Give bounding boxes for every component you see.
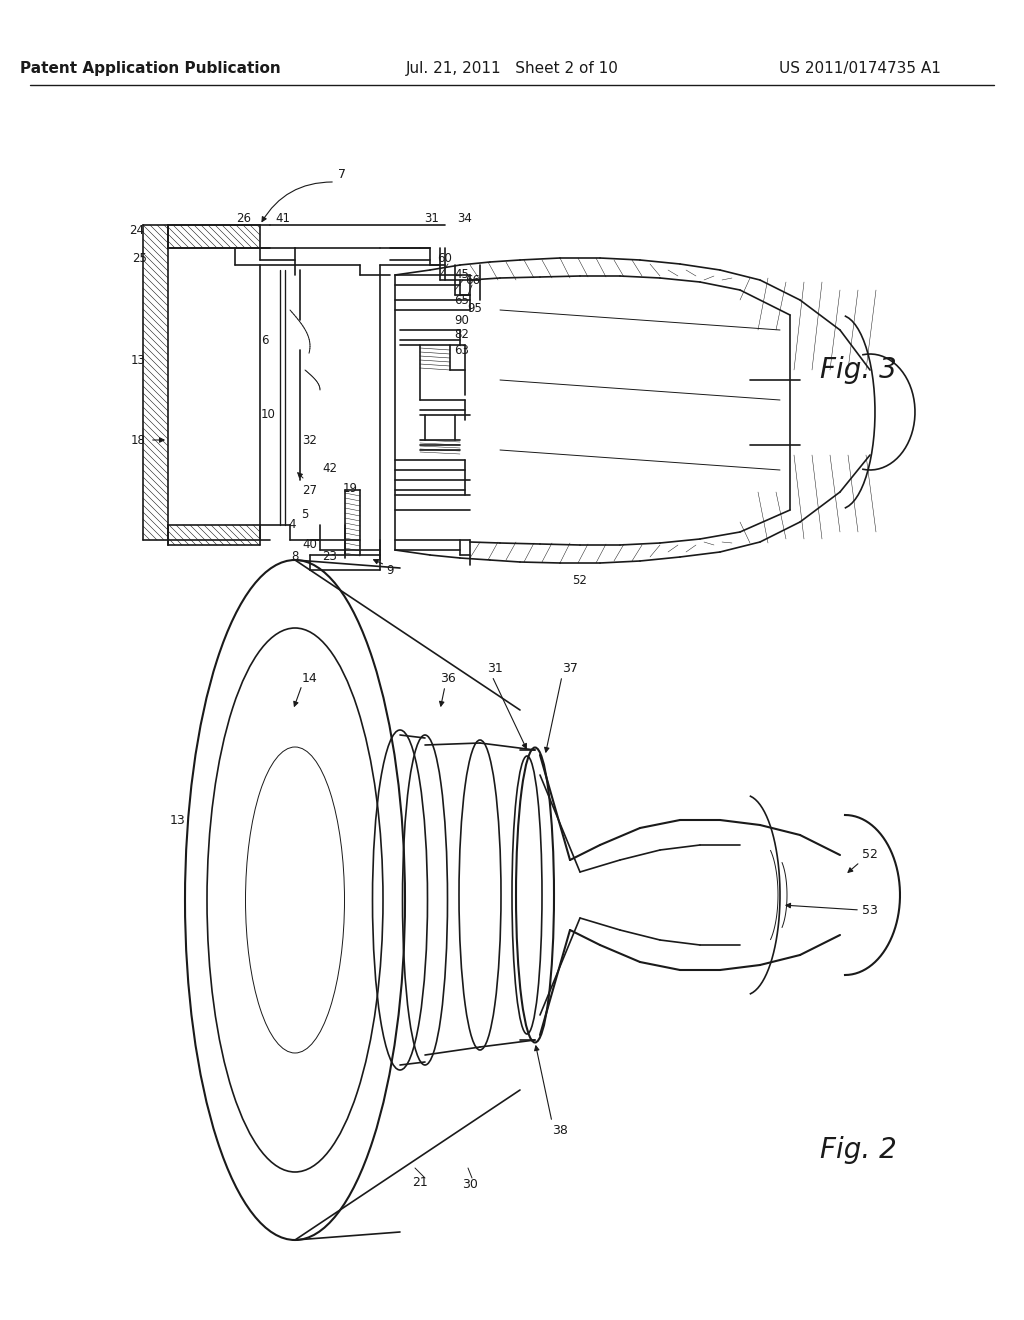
Text: Jul. 21, 2011   Sheet 2 of 10: Jul. 21, 2011 Sheet 2 of 10 bbox=[406, 61, 618, 75]
Text: 23: 23 bbox=[323, 550, 338, 564]
Text: 26: 26 bbox=[237, 211, 252, 224]
Text: 19: 19 bbox=[342, 482, 357, 495]
Text: 95: 95 bbox=[468, 301, 482, 314]
Text: 10: 10 bbox=[260, 408, 275, 421]
Text: 18: 18 bbox=[131, 433, 145, 446]
Text: 5: 5 bbox=[301, 508, 308, 521]
Text: 34: 34 bbox=[458, 211, 472, 224]
Text: 25: 25 bbox=[132, 252, 147, 264]
Text: 38: 38 bbox=[552, 1123, 568, 1137]
Text: 27: 27 bbox=[302, 483, 317, 496]
Text: 90: 90 bbox=[455, 314, 469, 326]
Text: 42: 42 bbox=[323, 462, 338, 474]
Text: 21: 21 bbox=[412, 1176, 428, 1188]
Text: 82: 82 bbox=[455, 329, 469, 342]
Text: 53: 53 bbox=[862, 903, 878, 916]
Text: 52: 52 bbox=[862, 849, 878, 862]
Text: 7: 7 bbox=[338, 169, 346, 181]
Text: 45: 45 bbox=[455, 268, 469, 281]
Text: 60: 60 bbox=[437, 252, 453, 264]
Text: 4: 4 bbox=[288, 519, 296, 532]
Text: 24: 24 bbox=[129, 223, 144, 236]
Text: 36: 36 bbox=[440, 672, 456, 685]
Text: 66: 66 bbox=[466, 273, 480, 286]
Text: Fig. 3: Fig. 3 bbox=[820, 356, 897, 384]
Text: 37: 37 bbox=[562, 661, 578, 675]
Text: 8: 8 bbox=[291, 550, 299, 564]
Text: 32: 32 bbox=[302, 433, 317, 446]
Text: Patent Application Publication: Patent Application Publication bbox=[19, 61, 281, 75]
Text: 6: 6 bbox=[261, 334, 268, 346]
Text: 40: 40 bbox=[302, 539, 317, 552]
Text: 9: 9 bbox=[386, 564, 394, 577]
Text: 30: 30 bbox=[462, 1179, 478, 1192]
Text: US 2011/0174735 A1: US 2011/0174735 A1 bbox=[779, 61, 941, 75]
Text: 14: 14 bbox=[302, 672, 317, 685]
Text: Fig. 2: Fig. 2 bbox=[820, 1137, 897, 1164]
Text: 41: 41 bbox=[275, 211, 291, 224]
Text: 13: 13 bbox=[131, 354, 145, 367]
Text: 52: 52 bbox=[572, 573, 588, 586]
Text: 65: 65 bbox=[455, 293, 469, 306]
Text: 31: 31 bbox=[425, 211, 439, 224]
Text: 63: 63 bbox=[455, 343, 469, 356]
Text: 13: 13 bbox=[170, 813, 186, 826]
Text: 31: 31 bbox=[487, 661, 503, 675]
